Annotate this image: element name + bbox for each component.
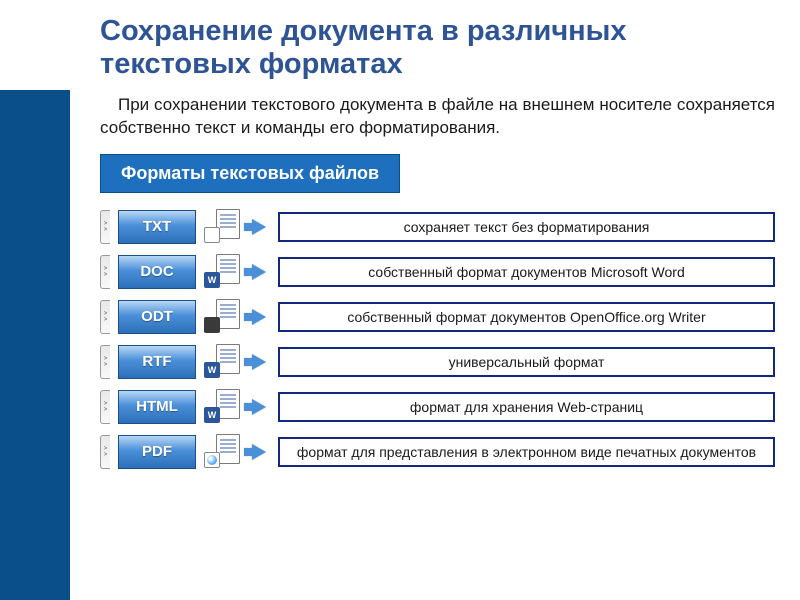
left-accent-bar <box>0 90 70 600</box>
arrow-icon <box>248 252 270 292</box>
file-icon: W <box>204 342 240 382</box>
file-type-mini-icon <box>204 452 220 468</box>
file-icon <box>204 207 240 247</box>
row-handle-icon <box>100 300 110 334</box>
row-handle-icon <box>100 255 110 289</box>
file-type-mini-icon: W <box>204 362 220 378</box>
file-type-mini-icon: W <box>204 407 220 423</box>
format-row: DOC W собственный формат документов Micr… <box>100 252 775 292</box>
format-description: сохраняет текст без форматирования <box>278 212 775 242</box>
format-description: формат для представления в электронном в… <box>278 437 775 467</box>
arrow-icon <box>248 207 270 247</box>
format-description: собственный формат документов Microsoft … <box>278 257 775 287</box>
file-type-mini-icon <box>204 317 220 333</box>
section-label: Форматы текстовых файлов <box>100 154 400 193</box>
format-badge: DOC <box>118 255 196 289</box>
row-handle-icon <box>100 210 110 244</box>
format-row: RTF W универсальный формат <box>100 342 775 382</box>
format-description: собственный формат документов OpenOffice… <box>278 302 775 332</box>
slide-title: Сохранение документа в различных текстов… <box>100 15 775 82</box>
slide-content: Сохранение документа в различных текстов… <box>0 0 800 487</box>
arrow-icon <box>248 342 270 382</box>
format-badge: HTML <box>118 390 196 424</box>
format-row: PDF формат для представления в электронн… <box>100 432 775 472</box>
file-icon <box>204 432 240 472</box>
arrow-icon <box>248 297 270 337</box>
row-handle-icon <box>100 435 110 469</box>
arrow-icon <box>248 387 270 427</box>
row-handle-icon <box>100 390 110 424</box>
row-handle-icon <box>100 345 110 379</box>
file-type-mini-icon <box>204 227 220 243</box>
format-list: TXT сохраняет текст без форматирования D… <box>100 207 775 472</box>
format-badge: RTF <box>118 345 196 379</box>
intro-text: При сохранении текстового документа в фа… <box>100 94 775 140</box>
format-row: ODT собственный формат документов OpenOf… <box>100 297 775 337</box>
format-description: формат для хранения Web-страниц <box>278 392 775 422</box>
format-badge: TXT <box>118 210 196 244</box>
format-badge: PDF <box>118 435 196 469</box>
format-row: TXT сохраняет текст без форматирования <box>100 207 775 247</box>
file-type-mini-icon: W <box>204 272 220 288</box>
format-badge: ODT <box>118 300 196 334</box>
format-row: HTML W формат для хранения Web-страниц <box>100 387 775 427</box>
file-icon: W <box>204 252 240 292</box>
format-description: универсальный формат <box>278 347 775 377</box>
arrow-icon <box>248 432 270 472</box>
file-icon <box>204 297 240 337</box>
file-icon: W <box>204 387 240 427</box>
